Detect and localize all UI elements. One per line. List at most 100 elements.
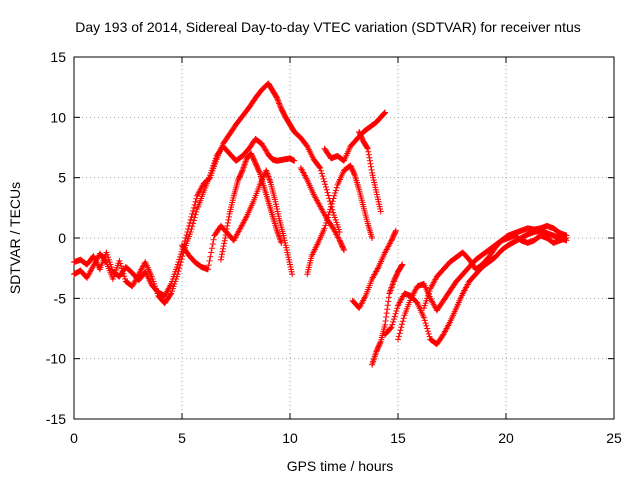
data-point [188, 213, 195, 220]
data-point [390, 318, 397, 325]
x-tick-label: 25 [606, 430, 622, 446]
data-point [223, 228, 230, 235]
data-point [366, 154, 373, 161]
data-point [365, 148, 372, 155]
data-point [316, 163, 323, 170]
data-point [221, 240, 228, 247]
data-point [192, 198, 199, 205]
data-point [179, 253, 186, 260]
data-point [323, 219, 330, 226]
data-point [192, 211, 199, 218]
data-point [398, 262, 405, 269]
data-point [222, 235, 229, 241]
data-point [225, 213, 232, 220]
data-point [424, 325, 431, 332]
data-point [392, 227, 399, 234]
series-track-6 [304, 162, 376, 278]
data-point [380, 110, 387, 117]
data-point [330, 195, 337, 202]
data-point [219, 248, 226, 255]
data-point [390, 316, 397, 323]
data-point [388, 324, 395, 331]
y-tick-label: 0 [58, 230, 66, 246]
data-point [190, 204, 197, 211]
data-point [387, 325, 394, 332]
data-point [395, 336, 401, 343]
data-point [120, 270, 127, 277]
data-point [207, 253, 214, 260]
data-point [324, 214, 331, 221]
y-tick-label: -10 [46, 351, 66, 367]
data-point [177, 259, 184, 266]
data-point [385, 298, 392, 305]
data-point [210, 236, 217, 243]
data-point [327, 206, 334, 213]
data-point [217, 256, 224, 263]
data-point [397, 327, 404, 334]
data-point [277, 103, 284, 110]
x-tick-label: 15 [390, 430, 406, 446]
data-point [204, 266, 211, 273]
data-point [336, 228, 343, 235]
series-track-12 [395, 222, 570, 343]
series-track-10 [369, 261, 406, 368]
data-point [399, 321, 406, 328]
data-point [377, 208, 384, 215]
data-point [208, 249, 215, 256]
data-point [224, 219, 231, 226]
data-point [291, 157, 298, 164]
data-point [368, 166, 375, 173]
data-point [121, 273, 128, 280]
data-point [422, 320, 429, 327]
data-point [321, 225, 328, 232]
data-point [205, 262, 212, 269]
data-point [331, 192, 338, 199]
series-track-5 [297, 165, 347, 254]
data-point [175, 268, 182, 275]
data-point [426, 333, 433, 340]
chart-title: Day 193 of 2014, Sidereal Day-to-day VTE… [75, 19, 581, 35]
data-point [318, 167, 325, 174]
data-point [188, 226, 195, 233]
data-point [385, 294, 392, 301]
data-point [340, 245, 347, 252]
data-point [117, 263, 124, 270]
data-point [423, 322, 430, 329]
data-point [366, 157, 373, 164]
data-point [398, 324, 405, 331]
data-point [209, 241, 216, 248]
data-point [256, 168, 263, 175]
data-point [328, 200, 335, 207]
data-point [324, 189, 331, 196]
data-point [323, 217, 330, 224]
data-point [193, 208, 200, 215]
data-point [218, 254, 225, 261]
data-point [381, 110, 388, 117]
data-point [563, 235, 570, 241]
data-point [325, 211, 332, 218]
data-point [325, 192, 332, 199]
data-point [424, 328, 431, 335]
x-tick-label: 0 [70, 430, 78, 446]
plot-frame [73, 56, 615, 420]
y-tick-label: 15 [50, 49, 66, 65]
data-point [174, 271, 181, 278]
data-point [221, 237, 228, 244]
data-point [382, 317, 389, 324]
data-point [369, 235, 376, 241]
data-point [220, 245, 227, 252]
y-axis-label: SDTVAR / TECUs [7, 182, 23, 294]
data-point [395, 333, 402, 340]
x-axis-label: GPS time / hours [287, 458, 394, 474]
data-point [377, 339, 384, 346]
data-point [392, 228, 399, 235]
data-point [384, 302, 391, 309]
data-point [321, 178, 328, 185]
data-point [351, 171, 358, 178]
data-point [328, 203, 335, 210]
data-point [190, 220, 197, 227]
data-point [367, 160, 374, 167]
data-point [333, 184, 340, 191]
